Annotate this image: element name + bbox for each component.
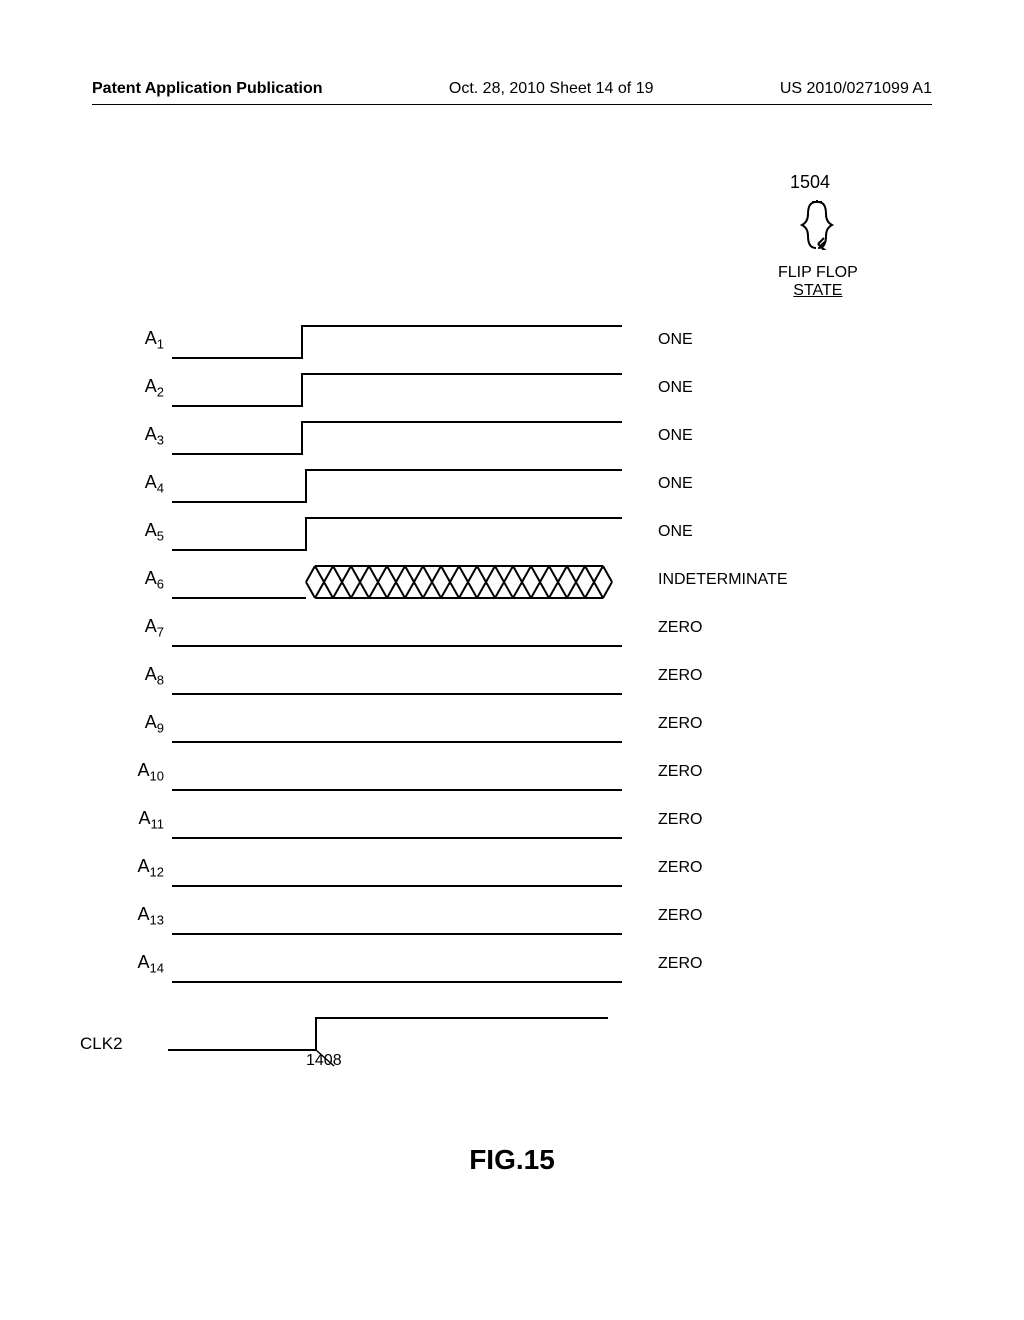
signal-waveform [172,944,622,988]
signal-row: A8 ZERO [118,652,918,700]
signal-label: A5 [118,520,172,544]
col-header-line1: FLIP FLOP [778,264,858,282]
signal-state: ZERO [648,955,848,973]
signal-state: ONE [648,379,848,397]
signal-waveform [172,848,622,892]
signal-label: A9 [118,712,172,736]
curly-brace-icon [800,200,834,250]
signal-state: ZERO [648,763,848,781]
signal-state: ONE [648,331,848,349]
signal-state: ZERO [648,619,848,637]
signal-waveform [172,608,622,652]
signal-row: A9 ZERO [118,700,918,748]
signal-waveform [172,464,622,508]
signal-label: A12 [118,856,172,880]
clk-callout-1408: 1408 [306,1052,342,1070]
signal-label: A11 [118,808,172,832]
signal-label: A14 [118,952,172,976]
signal-state: ZERO [648,907,848,925]
signal-state: ZERO [648,859,848,877]
signal-row: A14 ZERO [118,940,918,988]
header-rule [92,104,932,105]
signal-label: A4 [118,472,172,496]
signal-label: A10 [118,760,172,784]
signal-label: A3 [118,424,172,448]
signal-state: INDETERMINATE [648,571,848,589]
figure-label: FIG.15 [0,1144,1024,1176]
signal-row: A6 INDETERMINATE [118,556,918,604]
signal-state: ZERO [648,811,848,829]
signal-label: A1 [118,328,172,352]
ref-num-label: 1504 [790,172,830,192]
reference-number-1504: 1504 [790,172,830,193]
signal-waveform [172,512,622,556]
header-left: Patent Application Publication [92,80,323,98]
signal-row: A3 ONE [118,412,918,460]
signal-waveform [172,320,622,364]
signal-waveform [172,752,622,796]
signal-row: A2 ONE [118,364,918,412]
header-right: US 2010/0271099 A1 [780,80,932,98]
signal-waveform [172,656,622,700]
signal-state: ZERO [648,715,848,733]
signal-row: A13 ZERO [118,892,918,940]
signal-waveform [172,368,622,412]
signal-state: ONE [648,427,848,445]
signal-label: A8 [118,664,172,688]
signal-waveform [172,800,622,844]
signal-label: A13 [118,904,172,928]
clk-waveform [168,1012,628,1056]
signal-row: A7 ZERO [118,604,918,652]
flip-flop-state-header: FLIP FLOP STATE [778,264,858,299]
signal-row: A4 ONE [118,460,918,508]
signal-state: ONE [648,475,848,493]
signal-row: A5 ONE [118,508,918,556]
col-header-line2: STATE [778,282,858,300]
header-center: Oct. 28, 2010 Sheet 14 of 19 [449,80,654,98]
signal-waveform [172,560,622,604]
signal-row: A1 ONE [118,316,918,364]
signal-state: ONE [648,523,848,541]
signal-label: A2 [118,376,172,400]
signal-row: A10 ZERO [118,748,918,796]
signal-rows: A1 ONE A2 ONE A3 ONE A4 ONE A5 ONE A6 INDETERMINATE… [118,316,918,988]
signal-row: A12 ZERO [118,844,918,892]
page-header: Patent Application Publication Oct. 28, … [0,80,1024,98]
clk-label: CLK2 [80,1034,168,1056]
signal-waveform [172,416,622,460]
signal-waveform [172,704,622,748]
signal-waveform [172,896,622,940]
signal-label: A7 [118,616,172,640]
signal-row: A11 ZERO [118,796,918,844]
signal-label: A6 [118,568,172,592]
clk-row: CLK2 [80,1012,880,1056]
signal-state: ZERO [648,667,848,685]
